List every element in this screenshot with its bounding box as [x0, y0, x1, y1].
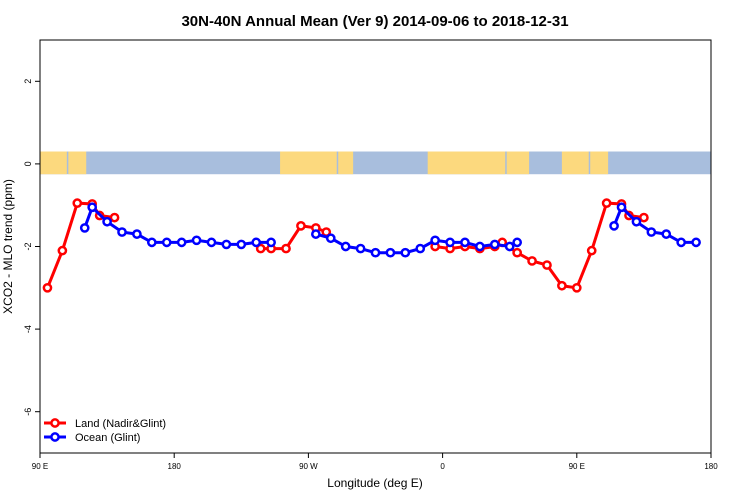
data-point	[255, 243, 266, 254]
data-point	[661, 229, 672, 239]
data-point	[586, 245, 597, 256]
data-point	[221, 239, 232, 250]
data-point	[639, 212, 649, 223]
data-point	[489, 239, 500, 250]
map-land	[561, 151, 589, 175]
data-point	[79, 223, 90, 233]
data-point	[504, 241, 515, 252]
y-axis-label: XCO2 - MLO trend (ppm)	[1, 179, 15, 314]
y-tick-label: -4	[23, 325, 33, 333]
data-point	[87, 202, 98, 213]
data-point	[609, 221, 619, 231]
data-point	[691, 237, 701, 248]
data-point	[72, 198, 83, 208]
data-point	[557, 280, 567, 291]
data-point	[400, 247, 411, 258]
data-point	[57, 245, 68, 256]
data-point	[161, 237, 172, 248]
data-point	[676, 237, 687, 248]
map-land	[506, 151, 530, 175]
series-line	[46, 201, 115, 289]
series-ocean	[79, 202, 701, 258]
data-point	[430, 235, 440, 246]
data-point	[146, 237, 157, 248]
world-map-strip	[40, 151, 711, 175]
data-point	[475, 241, 485, 252]
data-point	[527, 256, 537, 266]
map-land	[590, 151, 609, 175]
data-point	[571, 282, 582, 293]
data-point	[266, 237, 276, 248]
legend-label: Ocean (Glint)	[75, 432, 140, 444]
x-tick-label: 180	[704, 462, 718, 471]
series-line	[434, 201, 645, 290]
data-point	[117, 227, 127, 237]
x-tick-label: 180	[168, 462, 182, 471]
legend: Land (Nadir&Glint) Ocean (Glint)	[44, 418, 166, 444]
x-tick-label: 90 W	[299, 462, 318, 471]
series-line	[83, 204, 272, 246]
chart-title: 30N-40N Annual Mean (Ver 9) 2014-09-06 t…	[181, 13, 568, 30]
map-ocean	[40, 151, 711, 175]
x-axis-label: Longitude (deg E)	[327, 476, 422, 490]
data-point	[512, 237, 523, 248]
data-point	[132, 229, 142, 239]
map-land	[338, 151, 354, 175]
legend-marker	[50, 432, 60, 442]
y-tick-label: 0	[23, 161, 33, 166]
data-point	[251, 237, 262, 248]
data-point	[355, 243, 366, 254]
data-point	[109, 212, 120, 223]
data-point	[445, 237, 455, 248]
map-land	[280, 151, 337, 175]
data-point	[512, 247, 523, 258]
series-layer	[42, 198, 701, 293]
map-land	[427, 151, 506, 175]
data-point	[325, 233, 336, 244]
data-point	[296, 221, 306, 231]
x-tick-label: 90 E	[32, 462, 48, 471]
data-point	[616, 202, 627, 213]
data-point	[542, 260, 552, 270]
series-line	[612, 204, 697, 244]
map-land	[40, 151, 67, 175]
y-tick-label: 2	[23, 79, 33, 84]
y-tick-label: -6	[23, 408, 33, 416]
y-axis: -6 -4 -2 0 2	[23, 79, 40, 416]
data-point	[460, 237, 470, 248]
data-point	[646, 227, 657, 237]
data-point	[601, 198, 612, 208]
plot-frame	[39, 39, 712, 454]
x-axis: 90 E 180 90 W 0 90 E 180	[32, 453, 718, 471]
data-point	[281, 243, 291, 254]
data-point	[102, 216, 112, 227]
data-point	[42, 282, 53, 293]
data-point	[311, 229, 321, 239]
data-point	[370, 247, 381, 258]
data-point	[206, 237, 217, 248]
legend-label: Land (Nadir&Glint)	[75, 418, 166, 430]
data-point	[385, 247, 396, 258]
x-tick-label: 90 E	[569, 462, 585, 471]
data-point	[631, 216, 642, 227]
legend-marker	[50, 418, 60, 428]
y-tick-label: -2	[23, 242, 33, 250]
data-point	[340, 241, 351, 252]
data-point	[415, 243, 426, 254]
x-tick-label: 0	[440, 462, 445, 471]
map-land	[68, 151, 87, 175]
data-point	[191, 235, 202, 246]
data-point	[176, 237, 187, 248]
data-point	[236, 239, 247, 250]
